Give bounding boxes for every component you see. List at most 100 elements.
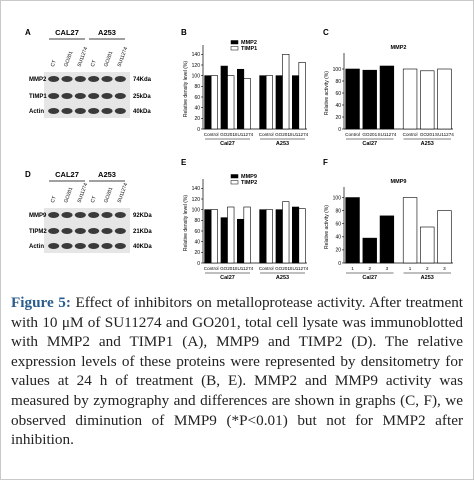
- bar: [379, 65, 395, 130]
- y-tick-label: 40: [194, 105, 200, 111]
- legend-label: MMP2: [241, 40, 257, 46]
- band: [61, 93, 73, 99]
- lane-label: CT: [50, 195, 58, 203]
- legend-swatch: [230, 40, 239, 45]
- band: [114, 212, 126, 218]
- y-tick-label: 140: [192, 186, 201, 192]
- group-label: Cal27: [362, 141, 377, 147]
- band: [88, 93, 100, 99]
- row-label: Actin: [29, 109, 44, 115]
- bar: [345, 197, 360, 264]
- x-tick-label: SU11274: [289, 266, 308, 271]
- caption: Figure 5: Effect of inhibitors on metall…: [11, 293, 463, 450]
- band: [101, 228, 113, 234]
- y-tick-label: 120: [192, 63, 201, 69]
- lane-label: SU11274: [117, 182, 130, 204]
- group-label: CAL27: [55, 28, 79, 37]
- row-label: MMP9: [29, 213, 47, 219]
- y-tick-label: 0: [197, 261, 200, 267]
- y-tick-label: 40: [335, 235, 341, 241]
- x-tick-label: 2: [368, 266, 371, 271]
- lane-label: SU11274: [117, 46, 130, 68]
- legend-swatch: [230, 46, 239, 51]
- bar: [265, 75, 273, 130]
- y-tick-label: 40: [335, 103, 341, 109]
- bar: [362, 237, 377, 264]
- caption-text: Effect of inhibitors on metalloprotease …: [11, 294, 464, 449]
- lane-label: GO201: [63, 50, 74, 67]
- y-tick-label: 20: [335, 115, 341, 121]
- row-size: 21KDa: [133, 229, 152, 235]
- x-tick-label: GO201: [362, 132, 377, 137]
- lane-label: SU11274: [77, 46, 90, 68]
- bar: [402, 197, 418, 264]
- y-tick-label: 100: [192, 207, 201, 213]
- bar: [237, 68, 245, 130]
- lane-label: GO201: [103, 186, 114, 203]
- panel-label: D: [25, 170, 31, 179]
- bar: [220, 65, 228, 130]
- panel-label: C: [323, 28, 329, 37]
- band: [88, 76, 100, 82]
- bar: [291, 206, 300, 264]
- y-tick-label: 60: [194, 95, 200, 101]
- band: [48, 243, 60, 249]
- group-label: CAL27: [55, 170, 79, 179]
- y-tick-label: 120: [192, 197, 201, 203]
- bar: [237, 218, 245, 264]
- band: [74, 93, 86, 99]
- x-tick-label: Control: [259, 266, 274, 271]
- legend-swatch: [230, 180, 239, 185]
- bar: [298, 208, 306, 264]
- bar: [265, 209, 273, 264]
- band: [88, 243, 100, 249]
- bar: [210, 209, 219, 264]
- x-tick-label: 2: [426, 266, 429, 271]
- x-tick-label: Control: [204, 266, 219, 271]
- caption-label: Figure 5:: [11, 294, 71, 311]
- y-tick-label: 20: [194, 250, 200, 256]
- lane-label: GO201: [103, 50, 114, 67]
- y-axis-label: Relative activity (%): [324, 71, 330, 115]
- band: [74, 228, 86, 234]
- group-label: A253: [421, 141, 434, 147]
- x-tick-label: SU11274: [234, 132, 253, 137]
- x-tick-label: 3: [386, 266, 389, 271]
- bar: [282, 54, 290, 130]
- group-label: Cal27: [220, 141, 235, 147]
- y-tick-label: 80: [194, 84, 200, 90]
- y-tick-label: 60: [335, 91, 341, 97]
- band: [74, 76, 86, 82]
- band: [101, 93, 113, 99]
- x-tick-label: Control: [345, 132, 360, 137]
- x-tick-label: SU11274: [234, 266, 253, 271]
- y-axis-label: Relative density level (%): [183, 61, 189, 117]
- legend-swatch: [230, 174, 239, 179]
- band: [114, 228, 126, 234]
- bar: [204, 209, 212, 264]
- bar: [298, 62, 306, 130]
- y-axis-label: Relative activity (%): [324, 205, 330, 249]
- x-tick-label: SU11274: [289, 132, 308, 137]
- band: [48, 76, 60, 82]
- bar: [379, 215, 395, 264]
- y-tick-label: 0: [338, 127, 341, 133]
- band: [74, 108, 86, 114]
- row-label: TIPM2: [29, 229, 47, 235]
- band: [88, 212, 100, 218]
- x-tick-label: Control: [259, 132, 274, 137]
- band: [101, 243, 113, 249]
- y-tick-label: 80: [335, 208, 341, 214]
- bar: [220, 217, 228, 264]
- x-tick-label: SU11274: [378, 132, 397, 137]
- x-tick-label: SU11274: [435, 132, 454, 137]
- x-tick-label: 3: [443, 266, 446, 271]
- band: [48, 93, 60, 99]
- lane-label: CT: [50, 59, 58, 67]
- bar: [227, 206, 235, 264]
- y-axis-label: Relative density level (%): [183, 195, 189, 251]
- band: [101, 76, 113, 82]
- panel-label: E: [181, 158, 187, 167]
- y-tick-label: 80: [194, 218, 200, 224]
